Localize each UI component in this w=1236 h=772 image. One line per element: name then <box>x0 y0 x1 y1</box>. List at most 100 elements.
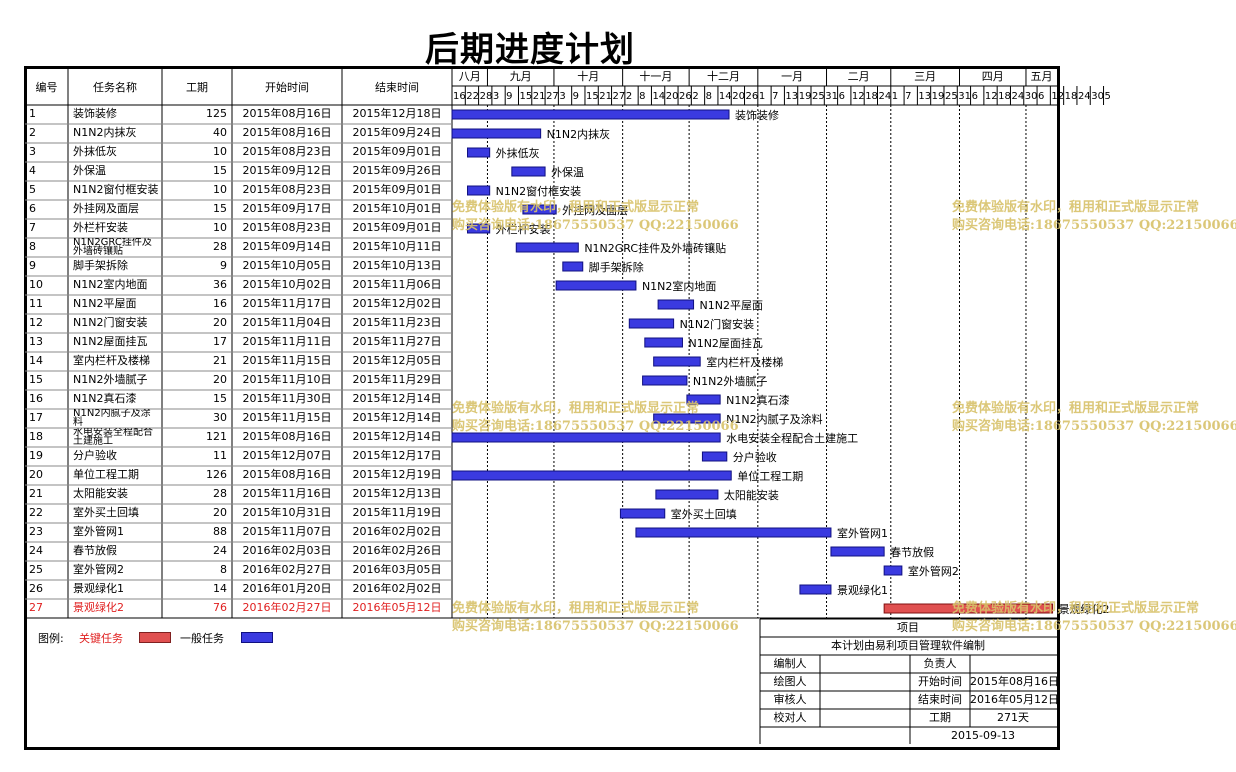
day-tick-label: 9 <box>506 91 512 102</box>
cell-name: N1N2门窗安装 <box>73 316 148 329</box>
cell-duration: 8 <box>220 563 227 576</box>
gantt-bar <box>883 565 903 576</box>
day-tick-label: 6 <box>839 91 845 102</box>
cell-duration: 21 <box>213 354 227 367</box>
cell-id: 3 <box>29 145 36 158</box>
watermark-line1: 免费体验版有水印，租用和正式版显示正常 <box>952 401 1200 416</box>
info-start-value: 2015年08月16日 <box>970 675 1059 688</box>
watermark-line1: 免费体验版有水印，租用和正式版显示正常 <box>452 401 700 416</box>
gantt-bar <box>655 489 719 500</box>
cell-start: 2016年01月20日 <box>242 582 332 595</box>
watermark: 免费体验版有水印，租用和正式版显示正常 购买咨询电话:18675550537 QQ… <box>452 199 739 235</box>
watermark-line1: 免费体验版有水印，租用和正式版显示正常 <box>952 601 1200 616</box>
cell-id: 26 <box>29 582 43 595</box>
gantt-bar-label: 水电安装全程配合土建施工 <box>726 431 858 445</box>
day-tick-label: 12 <box>852 91 865 102</box>
month-label: 十二月 <box>707 69 740 83</box>
cell-start: 2015年11月15日 <box>242 354 332 367</box>
day-tick-label: 6 <box>1038 91 1044 102</box>
day-tick-label: 22 <box>466 91 479 102</box>
cell-start: 2015年09月14日 <box>242 240 332 253</box>
gantt-bar-label: 外栏杆安装 <box>496 222 551 236</box>
day-tick-label: 15 <box>519 91 532 102</box>
cell-id: 1 <box>29 107 36 120</box>
day-tick-label: 3 <box>493 91 499 102</box>
day-tick-label: 25 <box>812 91 825 102</box>
info-made-by: 本计划由易利项目管理软件编制 <box>831 639 985 652</box>
cell-end: 2015年11月06日 <box>352 278 442 291</box>
cell-duration: 10 <box>213 183 227 196</box>
page-title: 后期进度计划 <box>425 30 635 70</box>
gantt-bar <box>799 584 832 595</box>
day-tick-label: 12 <box>985 91 998 102</box>
info-duration-value: 271天 <box>997 711 1029 724</box>
cell-id: 22 <box>29 506 43 519</box>
cell-name: 景观绿化2 <box>73 601 124 614</box>
day-tick-label: 31 <box>958 91 971 102</box>
month-label: 二月 <box>848 70 870 83</box>
month-label: 八月 <box>459 70 481 83</box>
cell-start: 2015年09月12日 <box>242 164 332 177</box>
day-tick-label: 5 <box>1105 91 1111 102</box>
day-tick-label: 8 <box>639 91 645 102</box>
cell-start: 2015年08月16日 <box>242 107 332 120</box>
day-tick-label: 30 <box>1091 91 1104 102</box>
cell-start: 2015年08月23日 <box>242 221 332 234</box>
gantt-bar-label: N1N2内抹灰 <box>547 127 610 141</box>
cell-end: 2015年10月01日 <box>352 202 442 215</box>
cell-start: 2015年11月07日 <box>242 525 332 538</box>
cell-duration: 9 <box>220 259 227 272</box>
cell-name: 外抹低灰 <box>73 145 117 158</box>
cell-start: 2015年08月16日 <box>242 430 332 443</box>
month-label: 九月 <box>510 70 532 83</box>
gantt-bar <box>467 223 491 234</box>
cell-id: 14 <box>29 354 43 367</box>
cell-duration: 20 <box>213 373 227 386</box>
cell-name: N1N2真石漆 <box>73 392 137 405</box>
gantt-bar <box>451 109 730 120</box>
gantt-bar <box>701 451 728 462</box>
day-tick-label: 15 <box>586 91 599 102</box>
cell-name: N1N2屋面挂瓦 <box>73 335 148 348</box>
cell-end: 2015年12月02日 <box>352 297 442 310</box>
day-tick-label: 3 <box>559 91 565 102</box>
day-tick-label: 21 <box>533 91 546 102</box>
cell-name: N1N2平屋面 <box>73 297 137 310</box>
day-tick-label: 18 <box>998 91 1011 102</box>
cell-name: 单位工程工期 <box>73 468 139 481</box>
day-tick-label: 13 <box>785 91 798 102</box>
watermark-line2: 购买咨询电话:18675550537 QQ:22150066 <box>952 419 1236 434</box>
gantt-bar-label: 外保温 <box>551 165 584 179</box>
gantt-bar <box>653 356 701 367</box>
gantt-bar-label: 室内栏杆及楼梯 <box>706 355 783 369</box>
cell-id: 15 <box>29 373 43 386</box>
cell-end: 2015年12月05日 <box>352 354 442 367</box>
cell-duration: 40 <box>213 126 227 139</box>
cell-name: 水电安装全程配合土建施工 <box>73 428 153 447</box>
cell-id: 2 <box>29 126 36 139</box>
gantt-bar-label: N1N2外墙腻子 <box>693 374 767 388</box>
cell-start: 2015年08月16日 <box>242 468 332 481</box>
cell-id: 24 <box>29 544 43 557</box>
day-tick-label: 20 <box>666 91 679 102</box>
cell-id: 27 <box>29 601 43 614</box>
cell-start: 2016年02月27日 <box>242 601 332 614</box>
cell-start: 2015年11月04日 <box>242 316 332 329</box>
info-end-label: 结束时间 <box>918 693 962 706</box>
cell-id: 23 <box>29 525 43 538</box>
cell-duration: 15 <box>213 202 227 215</box>
day-tick-label: 14 <box>652 91 665 102</box>
cell-end: 2015年11月19日 <box>352 506 442 519</box>
cell-id: 12 <box>29 316 43 329</box>
watermark: 免费体验版有水印，租用和正式版显示正常 购买咨询电话:18675550537 QQ… <box>952 600 1236 636</box>
day-tick-label: 27 <box>613 91 626 102</box>
cell-duration: 126 <box>206 468 227 481</box>
cell-start: 2016年02月03日 <box>242 544 332 557</box>
day-tick-label: 19 <box>799 91 812 102</box>
gantt-bar-label: N1N2平屋面 <box>700 299 763 312</box>
gantt-bar-label: N1N2窗付框安装 <box>496 184 581 198</box>
info-project: 项目 <box>897 621 919 634</box>
info-reviewer-label: 审核人 <box>773 693 807 706</box>
day-tick-label: 13 <box>918 91 931 102</box>
